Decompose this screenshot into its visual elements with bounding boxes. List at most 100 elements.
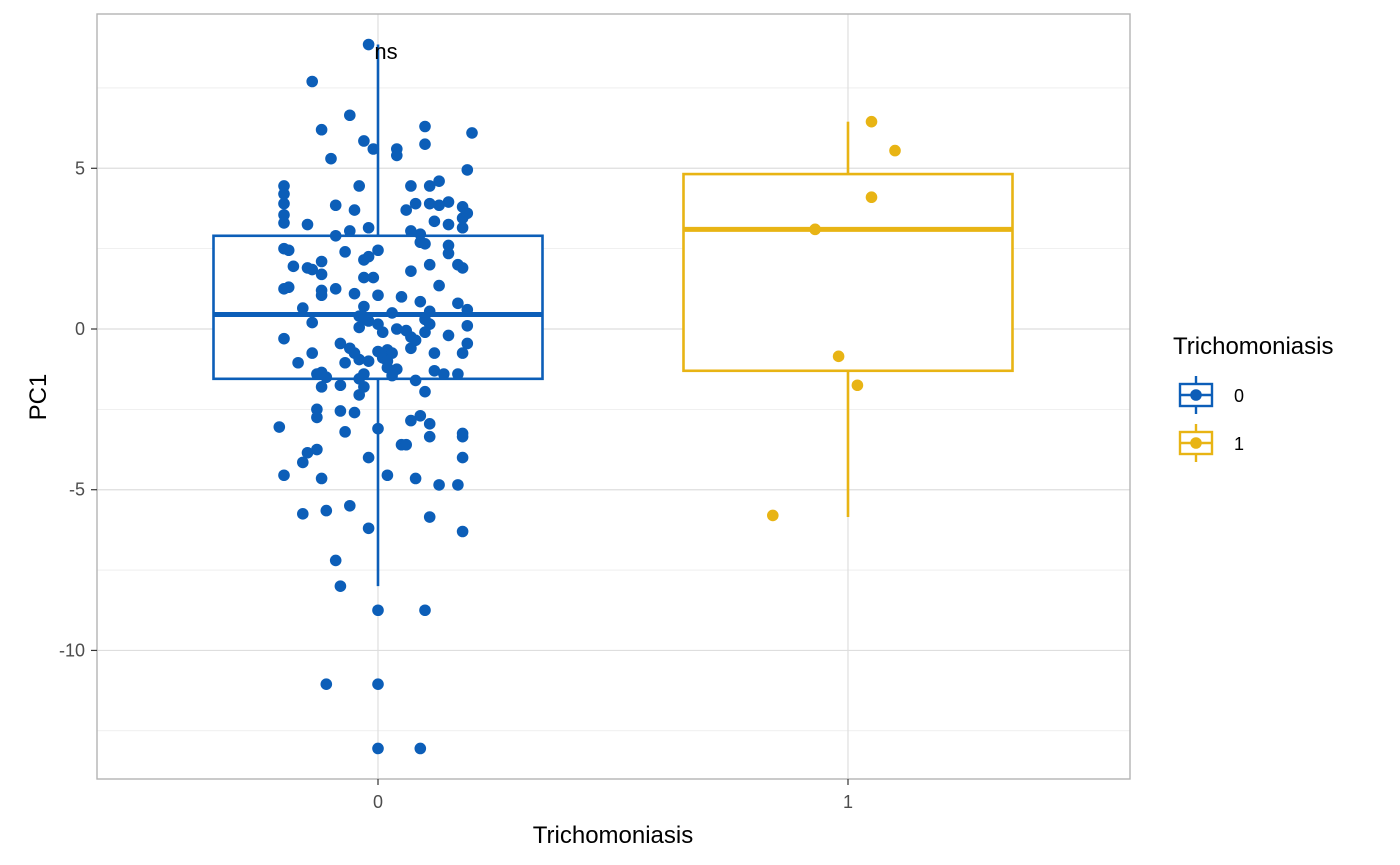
data-point-0 bbox=[278, 217, 290, 229]
data-point-0 bbox=[278, 332, 290, 345]
data-point-0 bbox=[381, 469, 394, 482]
y-tick-label: 0 bbox=[75, 319, 85, 339]
data-point-0 bbox=[339, 356, 351, 369]
data-point-0 bbox=[353, 321, 366, 334]
data-point-0 bbox=[329, 199, 342, 212]
data-point-0 bbox=[405, 342, 417, 355]
boxes bbox=[212, 44, 1014, 587]
data-point-0 bbox=[292, 356, 304, 369]
data-point-0 bbox=[358, 254, 370, 266]
data-point-0 bbox=[442, 239, 455, 252]
data-point-0 bbox=[456, 262, 469, 274]
data-point-1 bbox=[851, 379, 864, 392]
legend-title: Trichomoniasis bbox=[1173, 333, 1334, 360]
data-point-0 bbox=[315, 289, 328, 302]
data-point-1 bbox=[865, 191, 878, 204]
data-point-0 bbox=[320, 678, 333, 690]
data-point-0 bbox=[372, 742, 384, 755]
legend-keys: 01 bbox=[1178, 376, 1244, 462]
data-point-0 bbox=[433, 279, 445, 292]
data-point-0 bbox=[419, 138, 431, 150]
data-point-0 bbox=[311, 411, 323, 424]
data-point-0 bbox=[372, 422, 384, 435]
data-point-0 bbox=[456, 212, 469, 224]
data-point-0 bbox=[367, 143, 380, 155]
jitter-points bbox=[273, 38, 901, 755]
legend-key-point bbox=[1190, 437, 1202, 449]
y-axis-ticks: -10 -5 0 5 bbox=[59, 158, 97, 660]
y-tick-label: -10 bbox=[59, 640, 85, 660]
data-point-0 bbox=[405, 414, 417, 427]
data-point-0 bbox=[423, 418, 436, 430]
data-point-0 bbox=[395, 291, 408, 303]
data-point-0 bbox=[372, 244, 384, 257]
data-point-0 bbox=[423, 197, 436, 210]
data-point-0 bbox=[306, 75, 319, 88]
data-point-0 bbox=[287, 260, 300, 273]
data-point-0 bbox=[301, 218, 314, 231]
data-point-1 bbox=[865, 115, 878, 128]
data-point-0 bbox=[461, 164, 474, 176]
data-point-0 bbox=[353, 353, 366, 366]
data-point-1 bbox=[832, 350, 845, 363]
data-point-0 bbox=[456, 347, 469, 359]
data-point-0 bbox=[315, 472, 328, 485]
data-point-0 bbox=[423, 258, 436, 271]
data-point-0 bbox=[428, 364, 441, 377]
data-point-0 bbox=[433, 175, 445, 187]
data-point-0 bbox=[362, 355, 375, 367]
data-point-0 bbox=[362, 221, 375, 234]
data-point-0 bbox=[315, 381, 328, 393]
data-point-0 bbox=[334, 405, 347, 417]
data-point-0 bbox=[353, 389, 366, 401]
legend-label: 1 bbox=[1234, 434, 1244, 454]
data-point-0 bbox=[362, 522, 375, 535]
data-point-0 bbox=[353, 180, 366, 192]
data-point-0 bbox=[405, 265, 417, 277]
data-point-0 bbox=[456, 451, 469, 464]
data-point-0 bbox=[282, 244, 295, 257]
data-point-0 bbox=[423, 511, 436, 523]
data-point-0 bbox=[348, 287, 361, 300]
data-point-0 bbox=[297, 302, 309, 314]
data-point-0 bbox=[372, 604, 384, 617]
data-point-0 bbox=[278, 197, 290, 210]
box-body bbox=[682, 172, 1014, 373]
data-point-0 bbox=[456, 430, 469, 443]
data-point-0 bbox=[433, 479, 445, 491]
data-point-0 bbox=[306, 347, 319, 359]
legend: Trichomoniasis 01 bbox=[1173, 333, 1334, 462]
data-point-0 bbox=[391, 149, 403, 162]
data-point-0 bbox=[367, 271, 380, 284]
legend-key-1: 1 bbox=[1178, 424, 1244, 462]
data-point-0 bbox=[306, 263, 319, 276]
panel-background bbox=[97, 14, 1130, 779]
data-point-0 bbox=[428, 347, 441, 359]
data-point-0 bbox=[456, 221, 469, 234]
data-point-0 bbox=[320, 371, 333, 384]
data-point-0 bbox=[311, 443, 323, 456]
data-point-0 bbox=[362, 451, 375, 464]
data-point-0 bbox=[334, 379, 347, 392]
data-point-0 bbox=[409, 374, 422, 387]
data-point-0 bbox=[466, 127, 478, 139]
data-point-0 bbox=[344, 109, 356, 122]
x-tick-label: 0 bbox=[373, 792, 383, 812]
data-point-0 bbox=[419, 385, 431, 398]
data-point-0 bbox=[339, 426, 351, 438]
data-point-0 bbox=[433, 199, 445, 212]
data-point-0 bbox=[419, 604, 431, 617]
data-point-0 bbox=[315, 255, 328, 268]
data-point-0 bbox=[376, 326, 389, 339]
data-point-0 bbox=[409, 472, 422, 485]
data-point-0 bbox=[442, 329, 455, 342]
data-point-0 bbox=[442, 218, 455, 231]
legend-label: 0 bbox=[1234, 386, 1244, 406]
data-point-0 bbox=[414, 228, 427, 240]
data-point-0 bbox=[348, 204, 361, 216]
data-point-0 bbox=[391, 323, 403, 335]
data-point-0 bbox=[334, 337, 347, 350]
data-point-0 bbox=[297, 508, 309, 520]
